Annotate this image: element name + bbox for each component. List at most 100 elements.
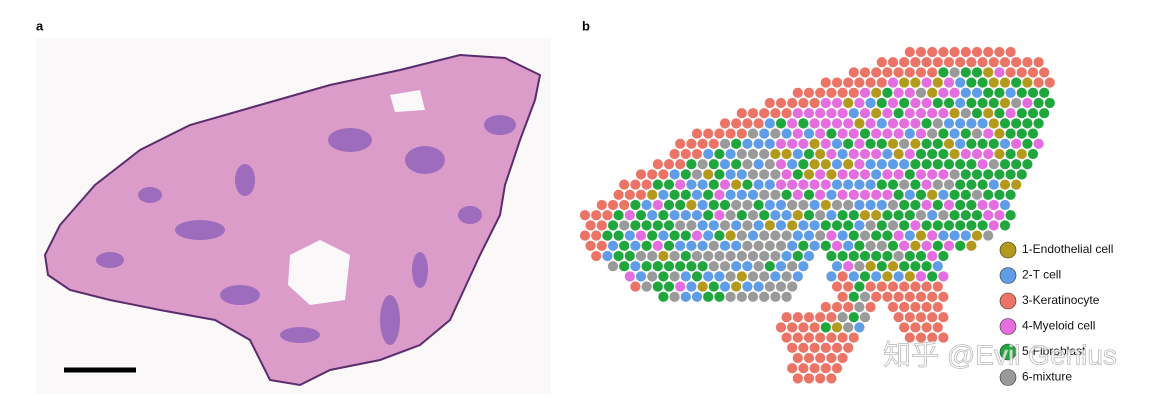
spot	[747, 128, 759, 140]
spot	[999, 158, 1011, 170]
spot	[585, 240, 597, 252]
spot	[865, 219, 877, 231]
spot	[999, 138, 1011, 150]
spot	[977, 179, 989, 191]
spot	[837, 291, 849, 303]
spot	[758, 250, 770, 262]
spot	[848, 66, 860, 78]
watermark: 知乎 @Evil Genius	[883, 339, 1117, 370]
spot	[1021, 117, 1033, 129]
spot	[921, 97, 933, 109]
legend-swatch	[999, 318, 1017, 335]
spot	[624, 250, 636, 262]
spot	[809, 97, 821, 109]
spot	[904, 128, 916, 140]
spot	[797, 179, 809, 191]
spot	[853, 117, 865, 129]
spot	[702, 291, 714, 303]
spot	[881, 148, 893, 160]
spot	[870, 270, 882, 282]
spot	[764, 138, 776, 150]
spot	[641, 240, 653, 252]
spot	[842, 77, 854, 89]
spot	[797, 138, 809, 150]
spot	[825, 148, 837, 160]
spot	[831, 158, 843, 170]
spot	[590, 230, 602, 242]
spot	[1005, 46, 1017, 58]
spot	[870, 230, 882, 242]
spot	[881, 209, 893, 221]
spot	[792, 372, 804, 384]
spot	[982, 107, 994, 119]
legend-label: 3-Keratinocyte	[1022, 293, 1100, 307]
spot	[607, 260, 619, 272]
spot	[775, 97, 787, 109]
spot	[954, 97, 966, 109]
spot	[641, 199, 653, 211]
spot	[848, 87, 860, 99]
spot	[663, 219, 675, 231]
spot	[876, 56, 888, 68]
spot	[982, 66, 994, 78]
spot	[691, 250, 703, 262]
spot	[624, 189, 636, 201]
spot	[685, 158, 697, 170]
spot	[977, 97, 989, 109]
spot	[792, 352, 804, 364]
spot	[921, 158, 933, 170]
spot	[803, 230, 815, 242]
spot	[685, 138, 697, 150]
spot	[719, 138, 731, 150]
spot	[831, 179, 843, 191]
spot	[663, 199, 675, 211]
spot	[747, 209, 759, 221]
spot	[865, 77, 877, 89]
spot	[898, 117, 910, 129]
spot	[842, 260, 854, 272]
spot	[921, 138, 933, 150]
spot	[1038, 87, 1050, 99]
spot	[848, 270, 860, 282]
panel-label: b	[582, 18, 590, 33]
spot	[820, 301, 832, 313]
spot	[887, 179, 899, 191]
spot	[803, 311, 815, 323]
spot	[769, 270, 781, 282]
spot	[820, 179, 832, 191]
spot	[629, 260, 641, 272]
spot	[1016, 87, 1028, 99]
spot	[797, 362, 809, 374]
spot	[988, 138, 1000, 150]
spot	[635, 270, 647, 282]
spot	[926, 107, 938, 119]
legend-swatch	[999, 369, 1017, 386]
spot	[674, 260, 686, 272]
spot	[909, 219, 921, 231]
spot	[596, 240, 608, 252]
spot	[601, 250, 613, 262]
spot	[926, 291, 938, 303]
spot	[736, 128, 748, 140]
spot	[898, 321, 910, 333]
spot	[663, 281, 675, 293]
spot	[758, 107, 770, 119]
spot	[960, 46, 972, 58]
spot	[943, 117, 955, 129]
spot	[674, 138, 686, 150]
spot	[730, 117, 742, 129]
spot	[859, 107, 871, 119]
spot	[876, 179, 888, 191]
spot	[725, 270, 737, 282]
spot	[674, 179, 686, 191]
spot	[741, 281, 753, 293]
spot	[786, 321, 798, 333]
spot	[797, 219, 809, 231]
spot	[876, 77, 888, 89]
spot	[988, 219, 1000, 231]
spot	[965, 158, 977, 170]
legend-swatch	[999, 267, 1017, 284]
spot	[954, 219, 966, 231]
spot	[641, 281, 653, 293]
spot	[635, 230, 647, 242]
